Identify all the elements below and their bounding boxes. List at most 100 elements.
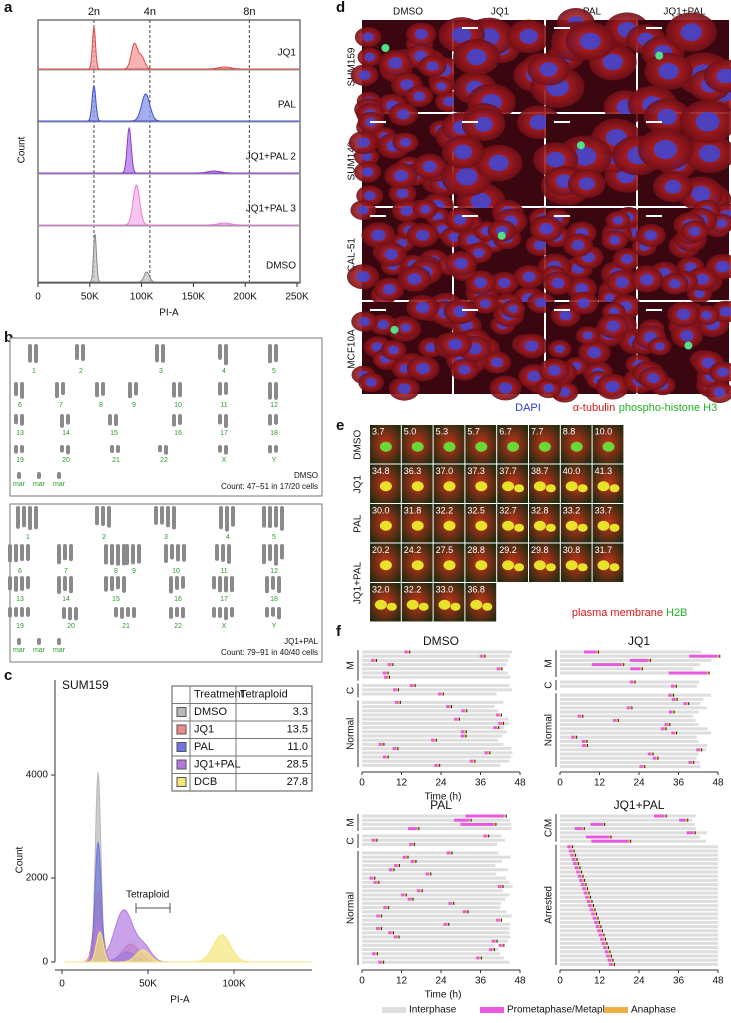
interphase-track xyxy=(362,838,506,842)
division xyxy=(644,765,646,769)
chromosome xyxy=(69,544,73,562)
anaphase-event xyxy=(609,954,611,958)
nucleus xyxy=(358,70,371,81)
interphase-track xyxy=(362,952,500,956)
anaphase-event xyxy=(594,912,597,916)
anaphase-event xyxy=(628,839,631,843)
division xyxy=(606,941,608,945)
swatch xyxy=(176,759,187,770)
chromosome-label: X xyxy=(222,457,227,464)
division xyxy=(376,952,378,956)
nucleus xyxy=(379,481,392,492)
mitosis-event xyxy=(493,726,497,730)
time-label: 32.2 xyxy=(436,505,454,515)
mitosis-event xyxy=(568,849,573,853)
table-cell: DCB xyxy=(194,776,217,788)
anaphase-event xyxy=(603,937,605,941)
anaphase-event xyxy=(598,925,601,929)
mitosis-event xyxy=(483,834,487,838)
interphase-track xyxy=(560,899,718,903)
interphase-track xyxy=(560,702,701,706)
nucleus xyxy=(701,310,713,320)
nucleus xyxy=(488,154,509,172)
anaphase-event xyxy=(572,849,574,853)
anaphase-event xyxy=(413,684,415,688)
row-label: JQ1 xyxy=(353,475,364,494)
interphase-track xyxy=(362,654,510,658)
division xyxy=(617,718,619,722)
mitosis-event xyxy=(603,946,607,950)
anaphase-event xyxy=(434,738,436,742)
chromosome xyxy=(172,414,176,427)
interphase-track xyxy=(560,920,718,924)
division xyxy=(375,658,377,662)
chromosome xyxy=(137,544,141,564)
mitotic-cell xyxy=(381,44,390,53)
division xyxy=(381,914,383,918)
y-tick-label: 2000 xyxy=(26,873,49,884)
chromosome xyxy=(218,382,222,396)
anaphase-event xyxy=(570,845,573,849)
chromosome xyxy=(160,506,164,525)
chromosome xyxy=(224,382,228,395)
marker-chromosome xyxy=(17,472,21,479)
panel-label: b xyxy=(4,329,13,346)
anaphase-event xyxy=(699,748,702,752)
mitosis-event xyxy=(409,842,413,846)
nucleus xyxy=(597,560,610,571)
interphase-track xyxy=(362,897,506,901)
nucleus xyxy=(415,301,430,314)
mitosis-event xyxy=(576,870,580,874)
mitosis-event xyxy=(577,874,582,878)
chromosome-label: 15 xyxy=(112,596,120,603)
nucleus xyxy=(379,560,392,571)
nucleus xyxy=(393,169,408,182)
interphase-track xyxy=(362,948,499,952)
tetraploid-bracket xyxy=(135,903,171,913)
anaphase-event xyxy=(674,684,676,688)
nucleus xyxy=(399,137,411,147)
division xyxy=(676,697,678,701)
nucleus xyxy=(551,277,565,289)
nucleus xyxy=(605,380,620,393)
x-tick-label: 24 xyxy=(633,976,645,987)
chromosome-label: 15 xyxy=(110,430,118,437)
time-label: 37.0 xyxy=(436,466,454,476)
sample-label: DMSO xyxy=(266,261,296,272)
nucleus xyxy=(691,186,711,202)
nucleus xyxy=(502,560,515,571)
anaphase-event xyxy=(707,671,709,675)
mitosis-event xyxy=(574,827,583,831)
division xyxy=(415,859,417,863)
mitosis-event xyxy=(479,654,484,658)
nucleus xyxy=(546,151,566,168)
scale-bar xyxy=(462,121,478,123)
chromosome-label: 16 xyxy=(174,596,182,603)
anaphase-event xyxy=(671,693,674,697)
marker-chromosome xyxy=(17,638,21,645)
nucleus xyxy=(597,481,610,492)
chromosome-label: 4 xyxy=(222,368,226,375)
division xyxy=(623,663,625,667)
table-header: Tetraploid xyxy=(240,689,288,701)
histogram xyxy=(38,126,300,174)
chromosome-label: Y xyxy=(272,623,277,630)
chromosome xyxy=(170,544,174,560)
nucleus xyxy=(577,297,590,309)
mitosis-event xyxy=(491,939,496,943)
mitosis-event xyxy=(607,958,611,962)
chromosome xyxy=(14,544,18,563)
x-tick-label: 12 xyxy=(594,778,606,789)
chromosome xyxy=(104,576,108,592)
anaphase-event xyxy=(585,887,588,891)
division xyxy=(414,684,416,688)
histogram xyxy=(38,184,300,226)
nucleus xyxy=(527,370,541,382)
chromosome xyxy=(128,382,132,399)
mitosis-event xyxy=(465,814,505,818)
histogram xyxy=(38,233,300,283)
chromosome xyxy=(74,607,78,621)
mitosis-event xyxy=(629,680,634,684)
interphase-track xyxy=(560,958,718,962)
group-label: C/M xyxy=(544,819,555,837)
